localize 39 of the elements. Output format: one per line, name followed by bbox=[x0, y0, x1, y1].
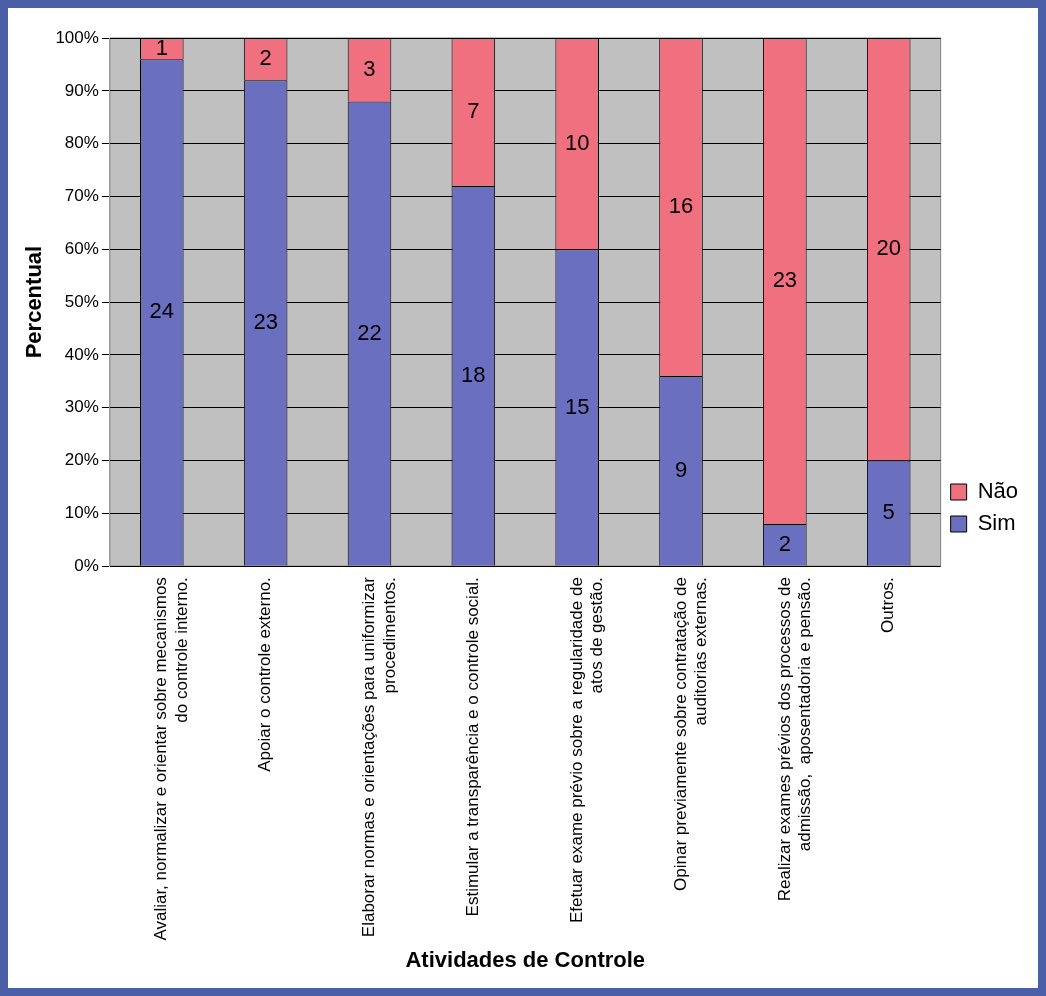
x-tick-label: Avaliar, normalizar e orientar sobre mecanismos do controle interno. bbox=[151, 577, 191, 941]
y-tick-label: 0% bbox=[74, 555, 99, 575]
x-axis-title: Atividades de Controle bbox=[405, 946, 646, 972]
y-tick-label: 30% bbox=[64, 397, 99, 417]
y-tick-label: 90% bbox=[64, 80, 99, 100]
y-tick-label: 60% bbox=[64, 238, 99, 258]
annotation: 20 bbox=[876, 235, 901, 261]
x-tick-label: Opinar previamente sobre contratação de auditorias externas. bbox=[670, 577, 711, 891]
annotation: 23 bbox=[253, 309, 278, 335]
annotation: 2 bbox=[778, 530, 791, 556]
x-tick-label: Elaborar normas e orientações para uniformizar procedimentos. bbox=[359, 576, 399, 938]
legend-label: Não bbox=[977, 478, 1018, 504]
y-tick-label: 100% bbox=[55, 27, 99, 47]
y-tick-label: 50% bbox=[64, 291, 99, 311]
annotation: 1 bbox=[155, 34, 168, 60]
y-axis-title: Percentual bbox=[21, 245, 47, 359]
annotation: 10 bbox=[564, 129, 590, 155]
x-tick-label: Outros. bbox=[878, 577, 898, 633]
legend-label: Sim bbox=[977, 510, 1016, 536]
annotation: 18 bbox=[461, 361, 486, 387]
annotation: 22 bbox=[357, 319, 382, 345]
annotation: 5 bbox=[882, 499, 895, 525]
annotation: 7 bbox=[467, 98, 480, 123]
x-tick-label: Realizar exames prévios dos processos de admissão, aposentadoria e pensão. bbox=[774, 577, 814, 902]
annotation: 15 bbox=[564, 393, 590, 419]
y-tick-label: 80% bbox=[64, 133, 99, 153]
y-tick-label: 70% bbox=[64, 186, 99, 206]
annotation: 23 bbox=[772, 267, 798, 293]
y-tick-label: 10% bbox=[64, 503, 99, 523]
annotation: 3 bbox=[363, 55, 376, 81]
annotation: 2 bbox=[259, 45, 272, 71]
x-tick-label: Estimular a transparência e o controle social. bbox=[463, 577, 483, 917]
x-tick-label: Efetuar exame prévio sobre a regularidade de atos de gestão. bbox=[566, 577, 607, 924]
annotation: 16 bbox=[668, 193, 694, 219]
annotation: 24 bbox=[149, 298, 175, 324]
annotation: 9 bbox=[674, 456, 688, 482]
y-tick-label: 20% bbox=[64, 450, 99, 470]
y-tick-label: 40% bbox=[64, 344, 99, 364]
x-tick-label: Apoiar o controle externo. bbox=[255, 577, 275, 772]
